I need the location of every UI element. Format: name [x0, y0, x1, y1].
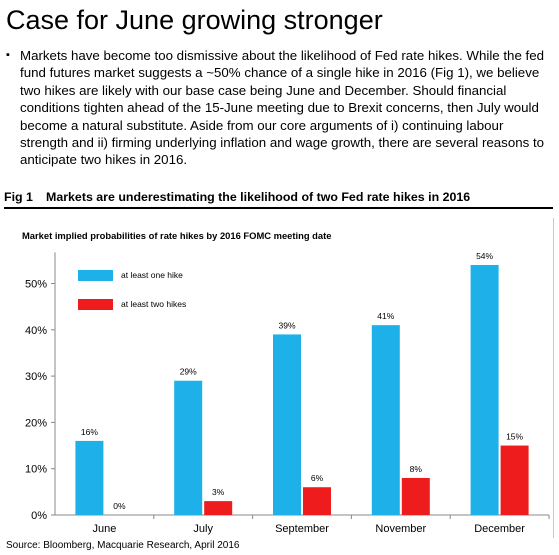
- bar-two-hikes: [500, 445, 529, 515]
- data-label: 29%: [180, 367, 197, 377]
- data-label: 3%: [212, 487, 225, 497]
- x-tick-label: December: [474, 523, 525, 535]
- data-label: 8%: [410, 464, 423, 474]
- x-tick-label: November: [375, 523, 426, 535]
- x-tick-label: June: [92, 523, 116, 535]
- data-label: 39%: [278, 320, 295, 330]
- figure-title: Markets are underestimating the likeliho…: [46, 190, 471, 204]
- bullet-icon: ▪: [6, 49, 10, 61]
- y-tick-label: 40%: [25, 325, 47, 337]
- bar-two-hikes: [401, 477, 430, 515]
- bar-one-hike: [371, 325, 400, 515]
- source-note: Source: Bloomberg, Macquarie Research, A…: [6, 540, 240, 551]
- bar-two-hikes: [303, 487, 331, 515]
- y-tick-label: 10%: [25, 464, 47, 476]
- bar-two-hikes: [204, 501, 233, 515]
- data-label: 15%: [506, 432, 523, 442]
- y-tick-label: 50%: [25, 279, 47, 291]
- y-tick-label: 30%: [25, 371, 47, 383]
- data-label: 6%: [311, 473, 324, 483]
- data-label: 16%: [81, 427, 98, 437]
- data-label: 54%: [476, 251, 493, 261]
- figure-number: Fig 1: [4, 190, 33, 204]
- chart-title: Market implied probabilities of rate hik…: [22, 230, 332, 241]
- legend-swatch: [78, 270, 113, 281]
- y-tick-label: 20%: [25, 417, 47, 429]
- bar-one-hike: [273, 334, 301, 515]
- x-tick-label: July: [193, 523, 213, 535]
- data-label: 0%: [113, 501, 126, 511]
- data-label: 41%: [377, 311, 394, 321]
- legend-swatch: [78, 299, 113, 310]
- bar-one-hike: [174, 380, 203, 515]
- y-tick-label: 0%: [31, 510, 47, 522]
- legend-label: at least two hikes: [121, 299, 186, 309]
- page-title: Case for June growing stronger: [6, 5, 383, 35]
- figure-header: Fig 1 Markets are underestimating the lik…: [4, 190, 553, 209]
- x-tick-label: September: [275, 523, 329, 535]
- bar-one-hike: [470, 264, 499, 515]
- chart-frame: [4, 218, 554, 538]
- bullet-text: Markets have become too dismissive about…: [20, 48, 545, 168]
- legend-label: at least one hike: [121, 270, 183, 280]
- bar-one-hike: [75, 440, 104, 515]
